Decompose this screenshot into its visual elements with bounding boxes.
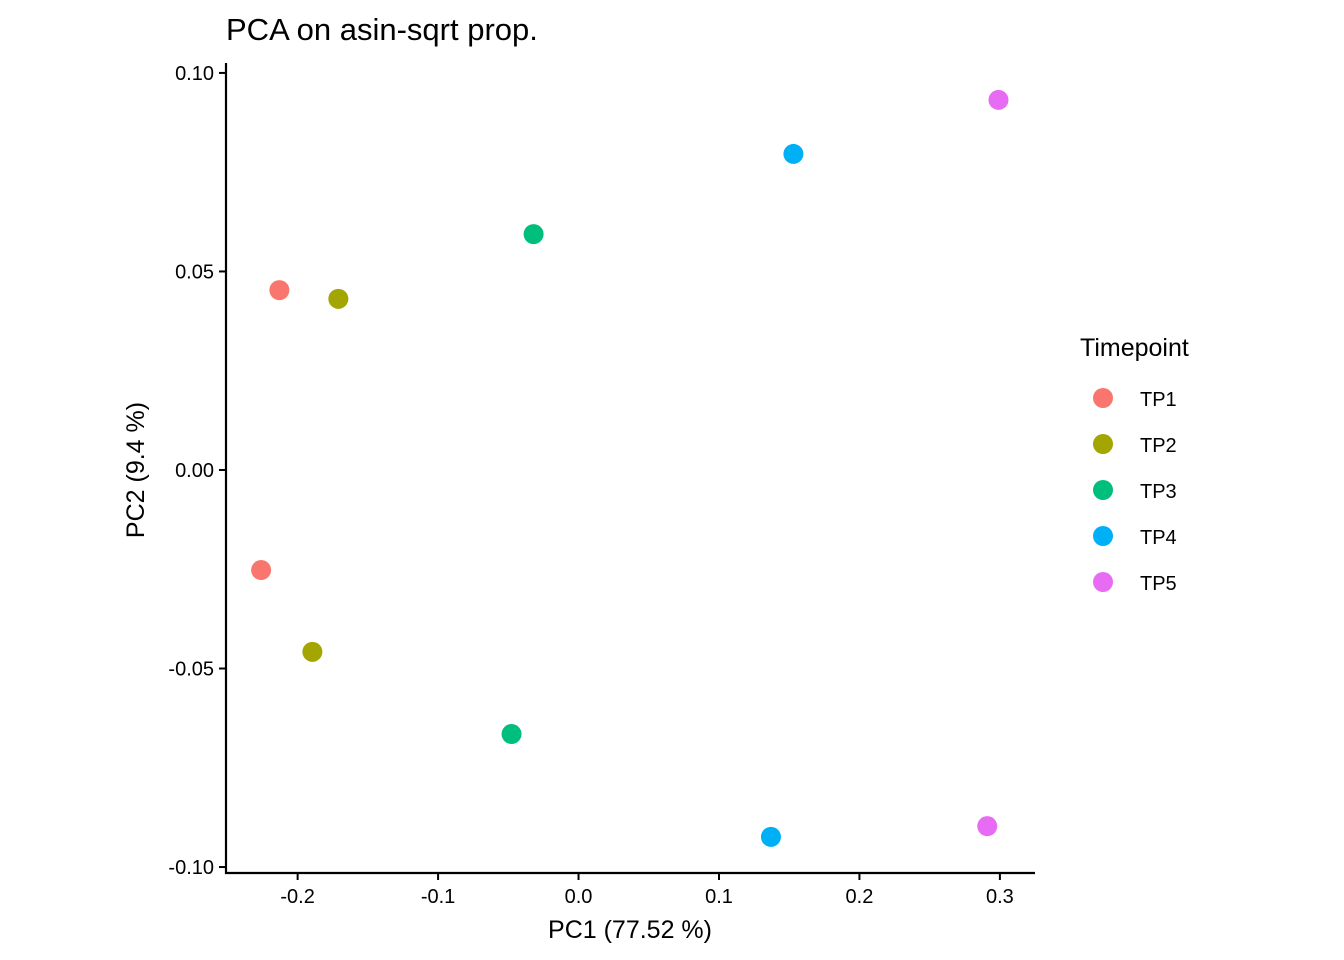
point-tp5 xyxy=(977,816,998,837)
legend-title: Timepoint xyxy=(1080,334,1189,362)
x-tick-label: 0.3 xyxy=(986,886,1014,908)
legend-key-tp3 xyxy=(1093,480,1113,500)
x-tick-label: -0.1 xyxy=(421,886,455,908)
legend-label-tp2: TP2 xyxy=(1140,435,1177,457)
chart-title: PCA on asin-sqrt prop. xyxy=(226,12,538,47)
point-tp4 xyxy=(760,826,781,847)
legend-label-tp3: TP3 xyxy=(1140,481,1177,503)
x-tick-label: 0.1 xyxy=(705,886,733,908)
x-tick-label: 0.2 xyxy=(846,886,874,908)
y-tick-label: 0.00 xyxy=(175,460,214,482)
data-points xyxy=(251,89,1009,847)
x-tick-label: 0.0 xyxy=(565,886,593,908)
legend-key-tp1 xyxy=(1093,388,1113,408)
legend-key-tp2 xyxy=(1093,434,1113,454)
point-tp3 xyxy=(501,724,522,745)
legend-label-tp1: TP1 xyxy=(1140,389,1177,411)
point-tp2 xyxy=(328,288,349,309)
x-tick-label: -0.2 xyxy=(280,886,314,908)
point-tp1 xyxy=(251,560,272,581)
y-tick-label: -0.05 xyxy=(168,659,214,681)
point-tp2 xyxy=(302,641,323,662)
y-tick-label: 0.05 xyxy=(175,261,214,283)
legend-key-tp4 xyxy=(1093,526,1113,546)
point-tp5 xyxy=(988,89,1009,110)
legend-label-tp5: TP5 xyxy=(1140,573,1177,595)
y-tick-label: -0.10 xyxy=(168,857,214,879)
point-tp3 xyxy=(523,224,544,245)
y-axis-label: PC2 (9.4 %) xyxy=(122,402,150,538)
legend: Timepoint TP1 TP2 TP3 TP4 TP5 xyxy=(1080,334,1189,595)
point-tp4 xyxy=(783,143,804,164)
point-tp1 xyxy=(269,280,290,301)
axes: -0.2 -0.1 0.0 0.1 0.2 0.3 -0.10 -0.05 0.00 0.05 0.… xyxy=(168,63,1035,908)
y-tick-label: 0.10 xyxy=(175,63,214,85)
legend-label-tp4: TP4 xyxy=(1140,527,1177,549)
x-axis-label: PC1 (77.52 %) xyxy=(548,916,712,944)
legend-key-tp5 xyxy=(1093,572,1113,592)
